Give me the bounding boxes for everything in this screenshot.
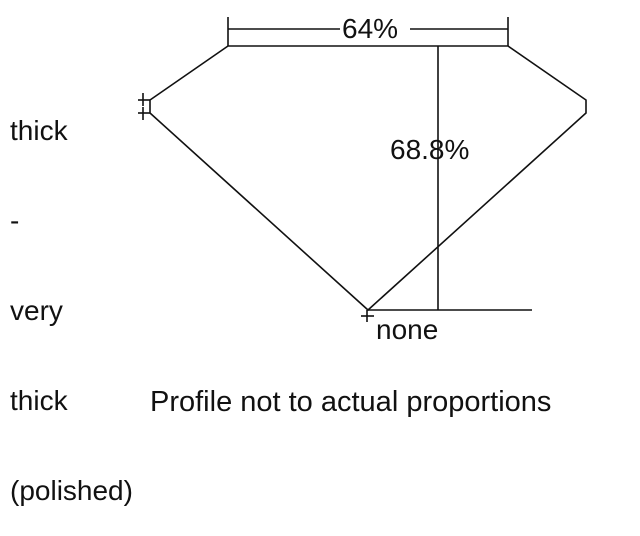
gem-outline xyxy=(149,45,587,312)
gem-profile-diagram xyxy=(138,17,587,322)
girdle-label-line: thick xyxy=(10,115,68,146)
depth-percentage-label: 68.8% xyxy=(390,134,470,165)
girdle-label-line: (polished) xyxy=(10,475,133,506)
girdle-label-line: - xyxy=(10,205,20,236)
girdle-thickness-label: thick - very thick (polished) xyxy=(10,56,133,536)
girdle-label-line: very xyxy=(10,295,63,326)
table-percentage-label: 64% xyxy=(342,13,399,44)
caption: Profile not to actual proportions xyxy=(150,386,552,418)
girdle-label-line: thick xyxy=(10,385,68,416)
culet-label: none xyxy=(376,314,439,345)
